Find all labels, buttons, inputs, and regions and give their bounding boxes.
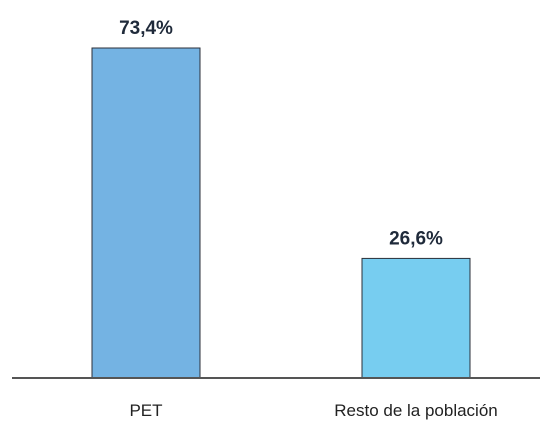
bars bbox=[91, 47, 471, 379]
data-label-0: 73,4% bbox=[119, 18, 173, 39]
data-label-1: 26,6% bbox=[389, 228, 443, 249]
bar-0 bbox=[91, 47, 201, 379]
data-labels: 73,4% 26,6% bbox=[119, 18, 443, 249]
category-labels: PET Resto de la población bbox=[129, 401, 497, 420]
category-label-1: Resto de la población bbox=[334, 401, 498, 420]
bar-1 bbox=[361, 257, 471, 379]
category-label-0: PET bbox=[129, 401, 162, 420]
